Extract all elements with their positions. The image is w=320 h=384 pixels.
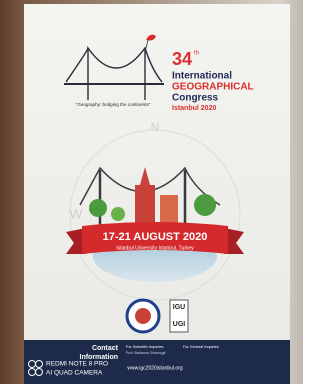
photo: 34 th International GEOGRAPHICAL Congres… [0,0,303,384]
igu-logo-text: UGI [173,321,186,328]
title-line: Congress [172,93,219,104]
city-year: Istanbul 2020 [172,105,216,112]
scientific-heading: For Scientific Inquiries [126,345,163,349]
contact-heading: Contact [92,345,119,352]
compass-letter: N [151,120,160,134]
scientific-name: Prof. Barbaros Gönençgil [126,351,166,355]
camera-watermark: REDMI NOTE 8 PRO [46,361,108,368]
venue: Istanbul University Istanbul, Turkey [116,245,194,251]
dates: 17-21 AUGUST 2020 [103,231,208,243]
camera-watermark: AI QUAD CAMERA [46,370,103,377]
igu-logo-text: IGU [173,304,185,311]
title-line: GEOGRAPHICAL [172,82,254,93]
university-seal-center [135,308,151,324]
compass-letter: W [69,206,83,222]
general-heading: For General Inquiries [183,345,219,349]
tagline: "Geography: bridging the continents" [76,102,151,107]
page: {"poster": { "edition": "34", "edition_s… [0,0,303,384]
edition: 34 [172,49,192,69]
poster [24,4,290,384]
edition-suffix: th [194,51,199,57]
website: www.igc2020istanbul.org [127,365,183,371]
title-line: International [172,71,232,82]
